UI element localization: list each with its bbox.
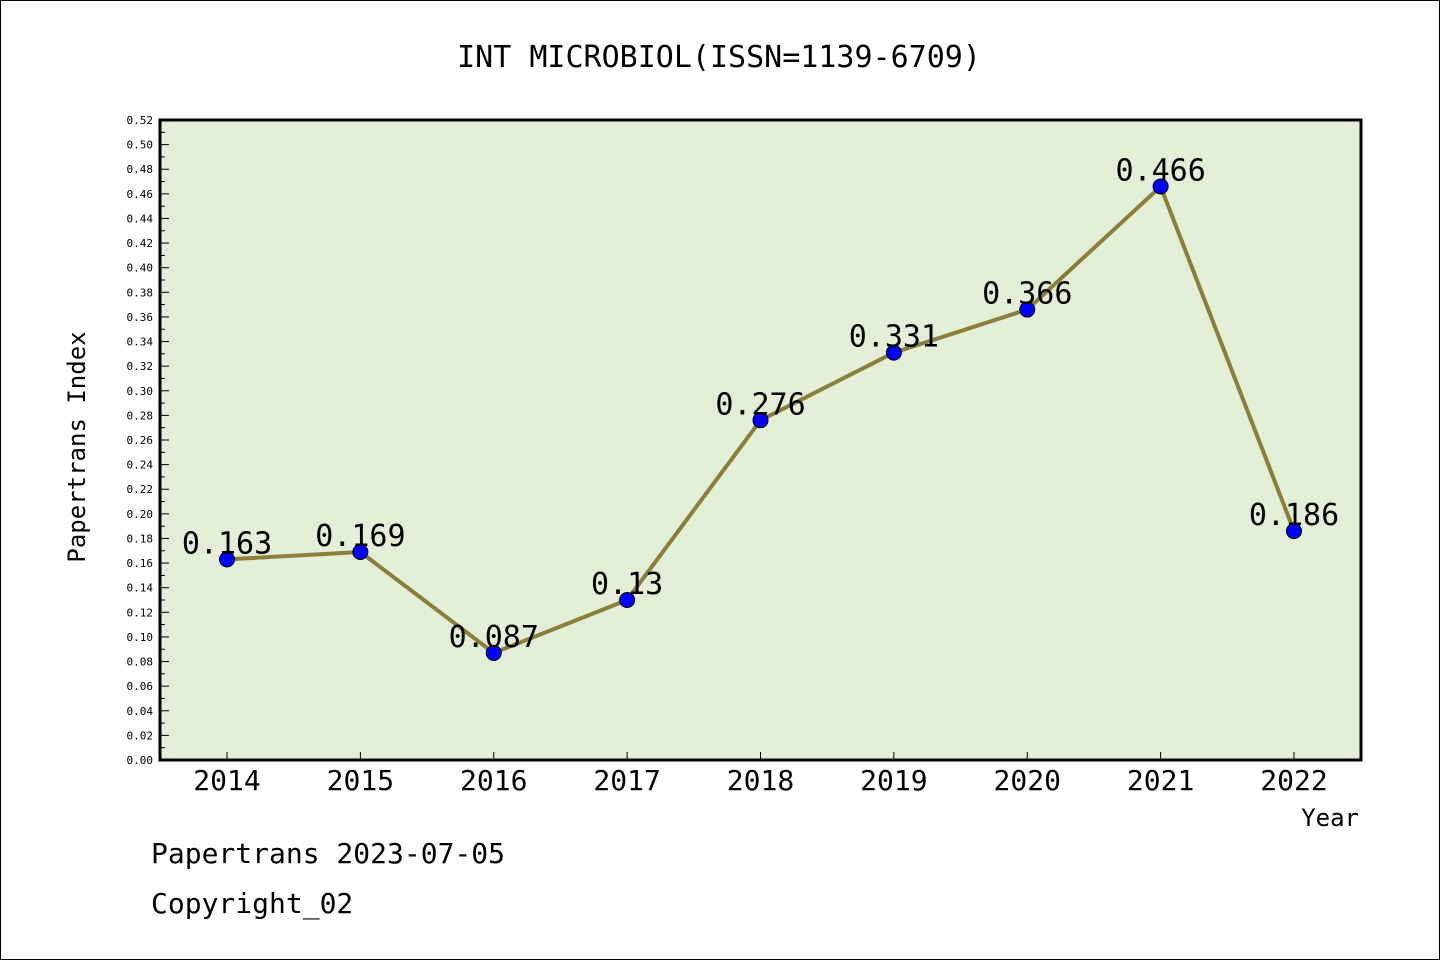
data-point xyxy=(1152,178,1169,195)
x-tick-label: 2021 xyxy=(1127,764,1194,797)
y-tick-label: 0.48 xyxy=(127,163,154,176)
y-tick-label: 0.32 xyxy=(127,360,154,373)
data-point xyxy=(485,644,502,661)
chart-title: INT MICROBIOL(ISSN=1139-6709) xyxy=(457,40,981,75)
plot-area xyxy=(158,118,1363,762)
x-tick-label: 2017 xyxy=(593,764,660,797)
y-tick-label: 0.42 xyxy=(127,237,154,250)
y-tick-label: 0.50 xyxy=(127,139,154,152)
y-axis-title: Papertrans Index xyxy=(63,331,91,562)
y-tick-label: 0.38 xyxy=(127,286,154,299)
y-tick-label: 0.16 xyxy=(127,557,154,570)
y-tick-label: 0.06 xyxy=(127,680,154,693)
x-axis-title: Year xyxy=(1301,804,1359,832)
x-tick-label: 2020 xyxy=(994,764,1061,797)
y-tick-label: 0.28 xyxy=(127,409,154,422)
y-tick-label: 0.34 xyxy=(127,336,154,349)
x-tick-label: 2022 xyxy=(1260,764,1327,797)
footer-date: Papertrans 2023-07-05 xyxy=(151,837,506,870)
y-tick-label: 0.02 xyxy=(127,729,154,742)
data-point xyxy=(885,344,902,361)
data-point xyxy=(619,592,636,608)
data-point xyxy=(1286,523,1302,540)
data-label: 0.331 xyxy=(849,320,939,355)
series-papertrans-index xyxy=(219,178,1302,661)
data-label: 0.366 xyxy=(982,277,1072,312)
y-tick-label: 0.20 xyxy=(127,508,154,521)
data-label: 0.169 xyxy=(315,519,405,554)
data-label: 0.163 xyxy=(182,526,272,561)
y-tick-label: 0.22 xyxy=(127,483,154,496)
data-label: 0.276 xyxy=(715,387,805,422)
y-tick-label: 0.10 xyxy=(127,631,154,644)
y-tick-label: 0.08 xyxy=(127,656,154,669)
data-point xyxy=(752,412,769,429)
y-tick-label: 0.46 xyxy=(127,188,154,201)
y-tick-label: 0.30 xyxy=(127,385,154,398)
y-tick-label: 0.44 xyxy=(127,212,154,225)
y-tick-label: 0.18 xyxy=(127,532,154,545)
y-tick-label: 0.36 xyxy=(127,311,154,324)
x-tick-label: 2018 xyxy=(727,764,794,797)
data-point xyxy=(219,551,235,568)
y-tick-label: 0.24 xyxy=(127,459,154,472)
y-tick-label: 0.00 xyxy=(127,754,154,767)
data-label: 0.186 xyxy=(1249,498,1339,533)
y-tick-label: 0.12 xyxy=(127,606,154,619)
x-tick-label: 2014 xyxy=(193,764,260,797)
x-tick-label: 2016 xyxy=(460,764,527,797)
data-label: 0.466 xyxy=(1115,153,1205,188)
data-point xyxy=(1019,301,1036,318)
y-tick-label: 0.52 xyxy=(127,114,154,127)
x-axis: 2014 2015 2016 2017 2018 2019 2020 2021 2022 xyxy=(193,752,1328,797)
data-point xyxy=(352,544,369,560)
x-tick-label: 2019 xyxy=(860,764,927,797)
data-label: 0.13 xyxy=(591,567,663,602)
y-tick-label: 0.26 xyxy=(127,434,154,447)
y-tick-label: 0.04 xyxy=(127,705,154,718)
data-label: 0.087 xyxy=(449,620,539,655)
x-tick-label: 2015 xyxy=(327,764,394,797)
footer-copyright: Copyright_02 xyxy=(151,887,354,920)
y-tick-label: 0.40 xyxy=(127,262,154,275)
y-tick-label: 0.14 xyxy=(127,582,154,595)
y-axis: 0.00 0.02 0.04 0.06 0.08 0.10 0.12 0.14 0.16 0.18… xyxy=(127,114,169,767)
data-labels: 0.163 0.169 0.087 0.13 0.276 0.331 0.366 0.466 0… xyxy=(182,153,1339,654)
